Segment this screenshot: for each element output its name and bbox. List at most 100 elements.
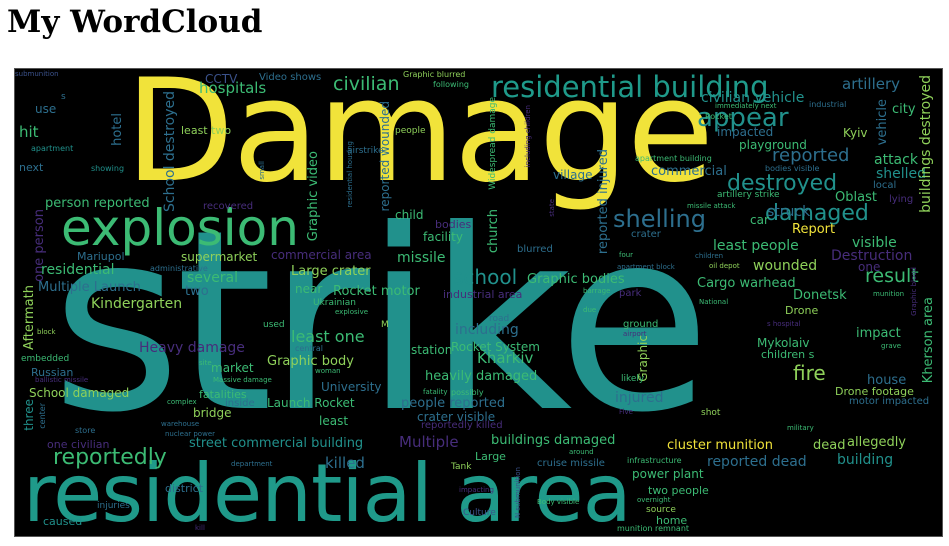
word-impact: impact bbox=[856, 326, 901, 341]
word-russian: Russian bbox=[31, 366, 74, 379]
word-wounded: wounded bbox=[753, 258, 818, 274]
word-oblast: Oblast bbox=[835, 190, 877, 205]
word-reported-wounded: reported wounded bbox=[378, 101, 392, 212]
word-reported-injured: reported injured bbox=[596, 149, 611, 255]
word-near: near bbox=[295, 282, 323, 296]
word-next: next bbox=[19, 161, 44, 174]
word-car: car bbox=[750, 213, 769, 227]
word-destroyed: destroyed bbox=[727, 171, 838, 196]
word-likely: likely bbox=[621, 374, 645, 384]
word-immediately-next: immediately next bbox=[715, 102, 777, 110]
word-apartment-block: apartment block bbox=[617, 263, 675, 271]
word-least-one: least one bbox=[291, 327, 365, 346]
word-one: one bbox=[858, 260, 881, 274]
word-road: road bbox=[489, 314, 510, 324]
word-shelled: shelled bbox=[876, 166, 927, 182]
word-widespread-damage: Widespread damage bbox=[488, 97, 498, 190]
word-school: school bbox=[453, 265, 518, 289]
word-people-reported: people reported bbox=[401, 396, 506, 411]
word-industrial: industrial bbox=[809, 100, 847, 109]
word-shelling: shelling bbox=[613, 205, 706, 233]
word-cruise-missile: cruise missile bbox=[537, 458, 605, 469]
word-report: Report bbox=[792, 222, 836, 237]
word-m: M bbox=[381, 320, 389, 330]
word-state: state bbox=[548, 199, 556, 217]
word-dead: dead bbox=[813, 438, 846, 453]
word-visible: visible bbox=[852, 235, 897, 251]
word-house: house bbox=[867, 373, 907, 388]
word-video-shows: Video shows bbox=[259, 72, 322, 83]
word-supermarket: Mariupol bbox=[77, 250, 125, 263]
word-woman: woman bbox=[315, 367, 341, 375]
word-residential-area: residential area bbox=[23, 447, 632, 537]
word-cloud-image: Damage strike residential area explosion… bbox=[14, 68, 943, 537]
word-nuclear-power: nuclear power bbox=[165, 430, 216, 438]
word-cluster-munition: cluster munition bbox=[667, 438, 773, 453]
word-multiple-launch: Multiple Launch bbox=[38, 280, 141, 295]
word-caused: caused bbox=[43, 515, 83, 528]
word-administrative: administrative bbox=[150, 264, 208, 273]
word-damage: Damage bbox=[125, 68, 714, 214]
word-national: National bbox=[699, 298, 729, 306]
word-bodies: bodies bbox=[435, 218, 472, 231]
word-station: station bbox=[411, 343, 453, 357]
word-city: city bbox=[892, 102, 916, 117]
word-playground: playground bbox=[739, 138, 807, 152]
word-mariupol: supermarket bbox=[181, 250, 258, 264]
word-center: center bbox=[38, 403, 47, 429]
word-donetsk: Donetsk bbox=[793, 288, 847, 303]
word-massive-damage: Massive damage bbox=[213, 376, 272, 384]
word-small: small bbox=[258, 161, 266, 180]
word-complex: complex bbox=[167, 398, 197, 406]
word-store: store bbox=[75, 426, 96, 435]
word-civilian: civilian bbox=[333, 73, 400, 95]
word-local: local bbox=[873, 180, 897, 191]
word-university: University bbox=[321, 380, 382, 394]
word-munition: munition bbox=[873, 290, 905, 298]
word-department: department bbox=[231, 460, 273, 468]
word-missile-attack: missile attack bbox=[687, 202, 736, 210]
word-rocket-motor: Rocket motor bbox=[333, 284, 420, 299]
word-kindergarten: Kindergarten bbox=[91, 296, 183, 312]
word-ballistic-missile: ballistic missile bbox=[35, 376, 89, 384]
word-one-civilian: one civilian bbox=[47, 438, 110, 451]
word-multiple: Multiple bbox=[399, 433, 459, 451]
word-five: Five bbox=[619, 408, 633, 416]
word-including: including bbox=[455, 322, 519, 338]
word-least-two: least two bbox=[181, 124, 232, 137]
word-ground: ground bbox=[623, 319, 659, 330]
word-explosive: explosive bbox=[335, 308, 369, 316]
word-vehicle: vehicle bbox=[875, 99, 890, 146]
word-school-damaged: School damaged bbox=[29, 386, 130, 400]
word-drone: Drone bbox=[785, 304, 819, 317]
word-use: use bbox=[35, 102, 57, 116]
word-block: block bbox=[37, 328, 56, 336]
word-person-reported: person reported bbox=[45, 196, 150, 211]
word-military: military bbox=[787, 424, 814, 432]
word-two: two bbox=[185, 284, 209, 299]
word-drone-footage: Drone footage bbox=[835, 385, 914, 398]
word-graphic-video: Graphic video bbox=[306, 151, 321, 242]
word-killed: killed bbox=[325, 454, 365, 472]
word-street-commercial-building: street commercial building bbox=[189, 436, 364, 451]
word-graphic-blurred: Graphic blurred bbox=[403, 70, 466, 79]
word-cargo-warhead: Cargo warhead bbox=[697, 276, 796, 291]
word-inside: inside bbox=[225, 398, 255, 409]
word-residential-building: residential building bbox=[491, 70, 769, 104]
word-church: church bbox=[486, 209, 501, 254]
word-culture: Culture bbox=[463, 508, 496, 518]
word-struck: struck bbox=[767, 204, 811, 220]
word-buildings-destroyed: buildings destroyed bbox=[918, 75, 934, 213]
word-possibly: possibly bbox=[451, 388, 484, 397]
word-used: used bbox=[263, 320, 285, 330]
word-two-people: two people bbox=[648, 484, 709, 497]
word-hospitals: hospitals bbox=[199, 79, 267, 97]
word-village: village bbox=[553, 168, 593, 182]
word-buildings-damaged: buildings damaged bbox=[491, 433, 616, 448]
word-building: building bbox=[837, 452, 894, 468]
word-apartment: apartment bbox=[31, 144, 74, 153]
word-large-crater: Large crater bbox=[291, 264, 371, 279]
word-injured: injured bbox=[615, 390, 664, 406]
word-bodies-visible: bodies visible bbox=[765, 164, 820, 173]
word-lying: lying bbox=[889, 194, 914, 205]
